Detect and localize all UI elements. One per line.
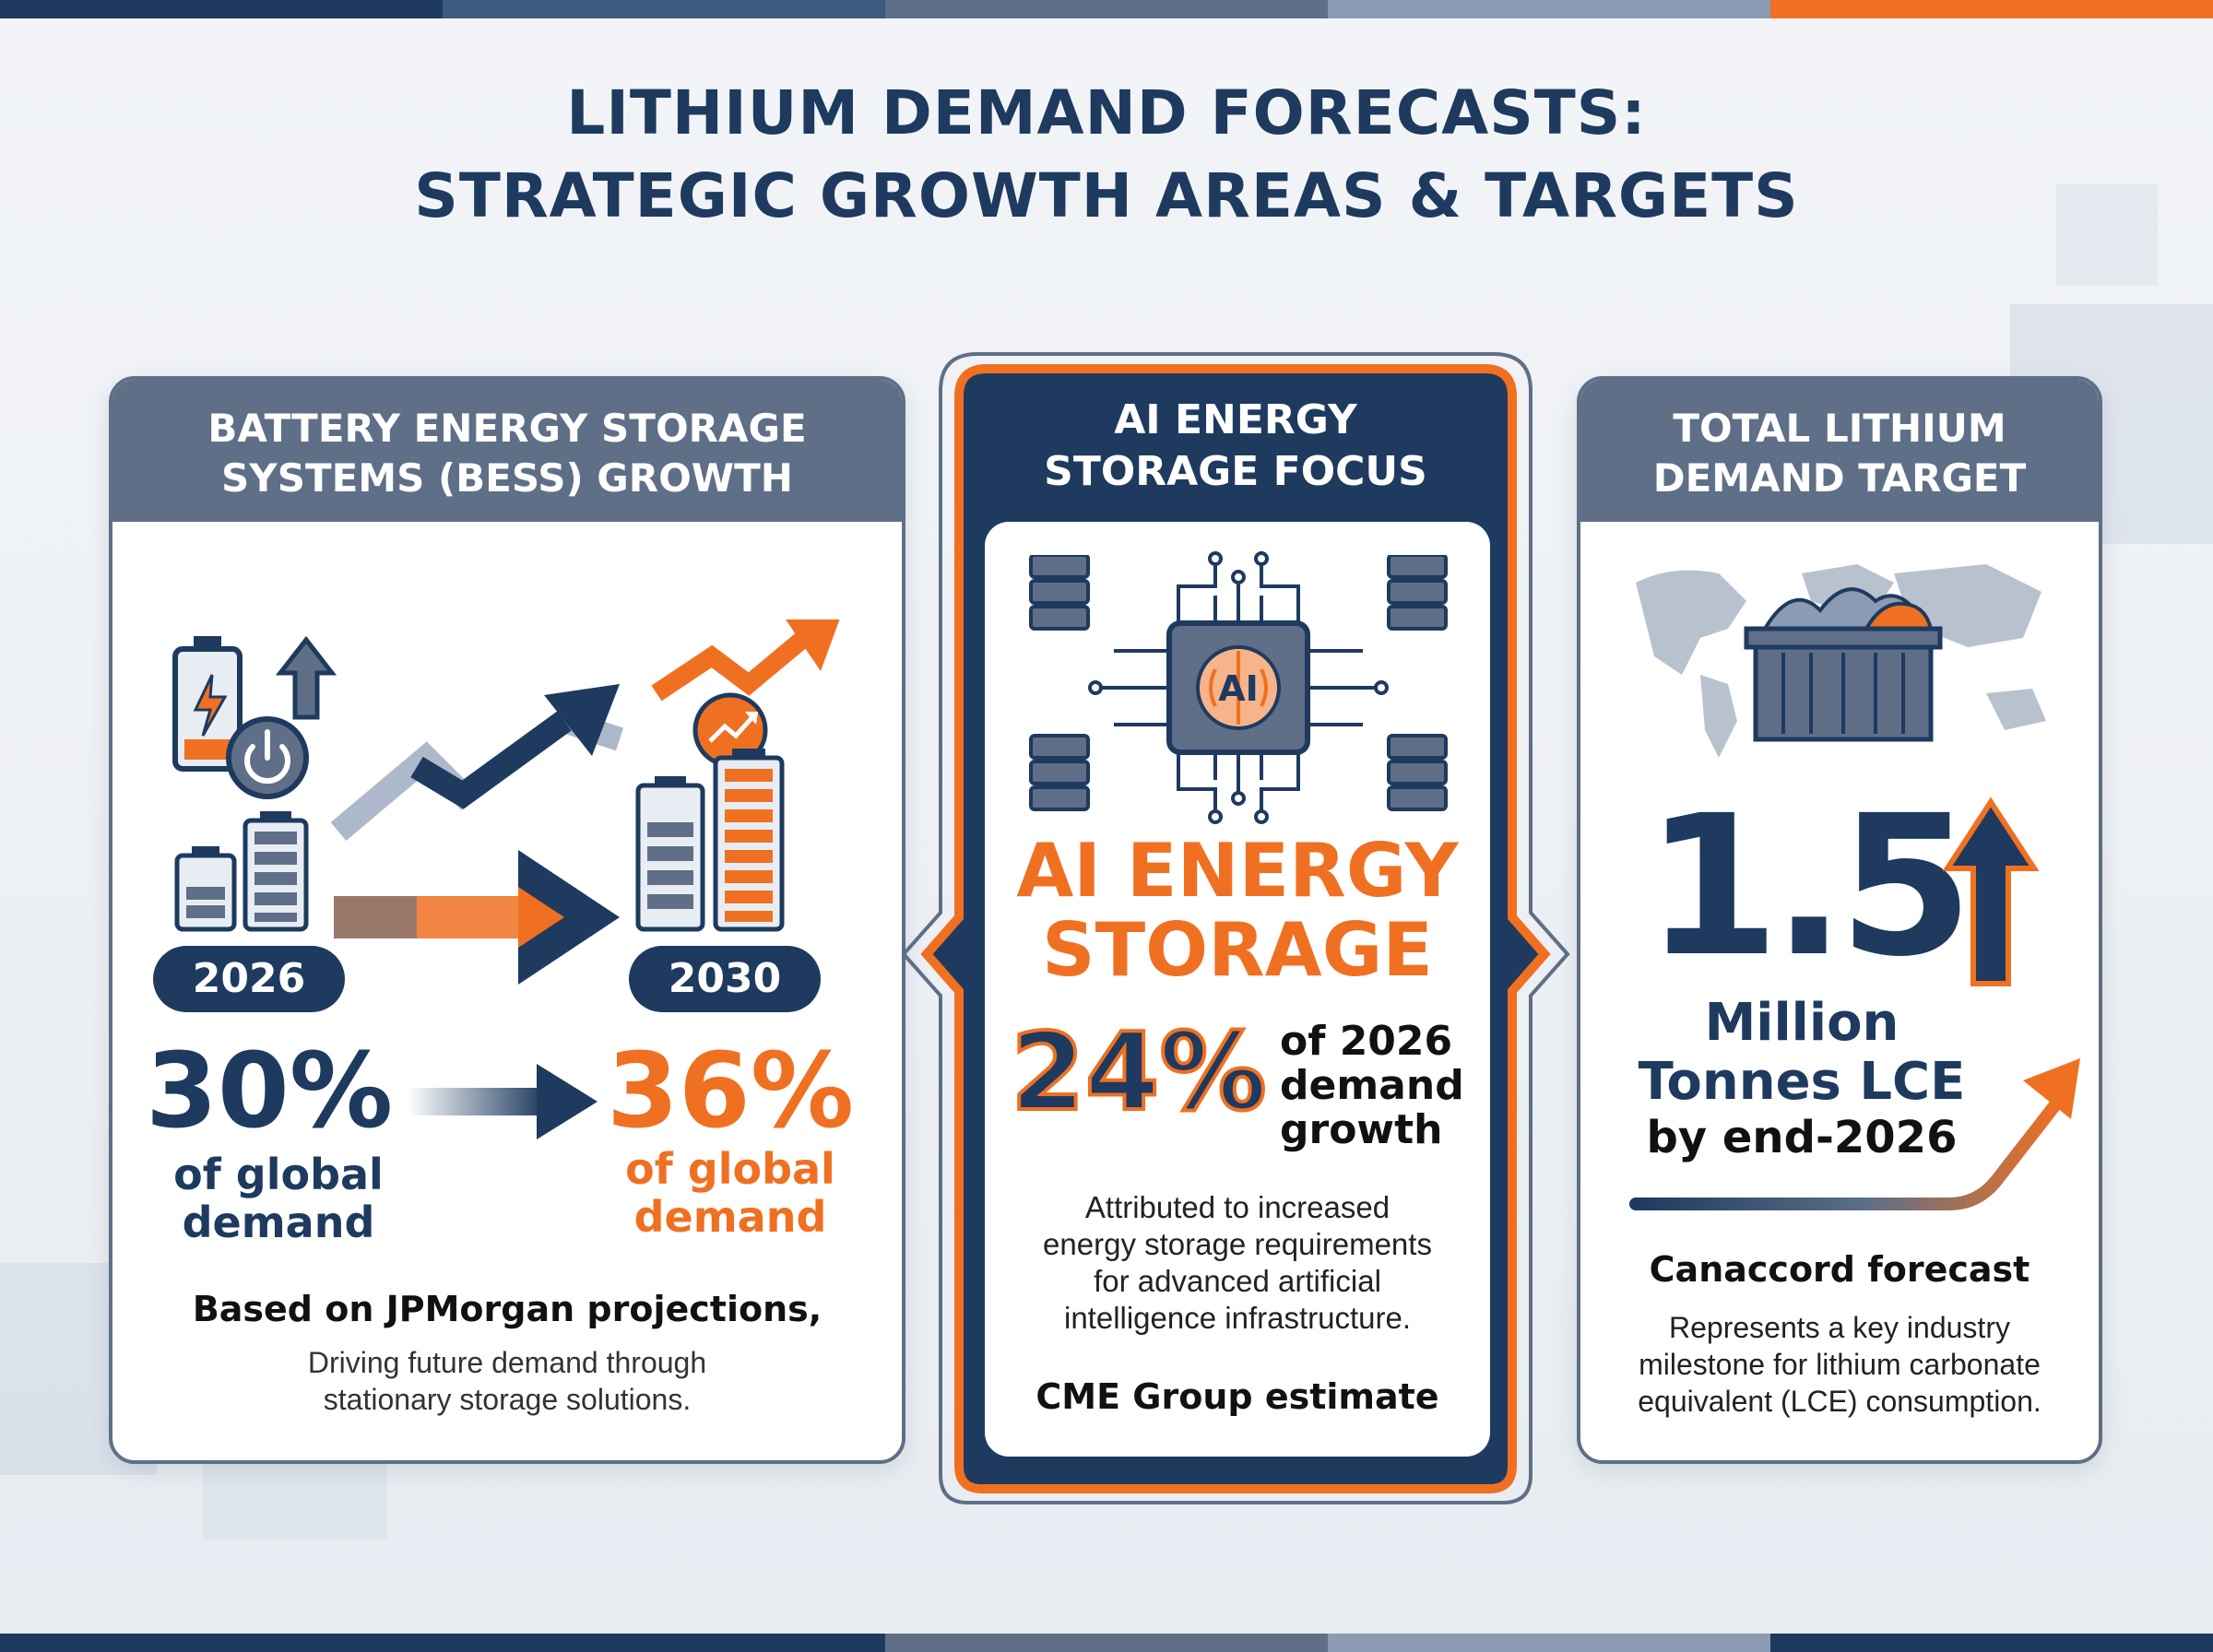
total-description-line-3: equivalent (LCE) consumption. bbox=[1638, 1385, 2041, 1418]
total-description: Represents a key industry milestone for … bbox=[1580, 1309, 2099, 1420]
bess-note: Driving future demand through stationary… bbox=[112, 1344, 902, 1418]
bess-heading: BATTERY ENERGY STORAGE SYSTEMS (BESS) GR… bbox=[112, 380, 902, 522]
ai-heading-line-1: AI ENERGY bbox=[1114, 396, 1357, 443]
battery-stack-icon bbox=[174, 811, 309, 932]
share-end-value: 36% bbox=[606, 1032, 855, 1151]
title-line-1: LITHIUM DEMAND FORECASTS: bbox=[566, 77, 1647, 148]
trend-arrow-icon bbox=[1629, 1058, 2080, 1210]
top-stripe bbox=[0, 0, 2213, 18]
battery-charging-icon bbox=[172, 636, 243, 772]
trend-up-icon bbox=[330, 620, 840, 841]
ai-description-line-3: for advanced artificial bbox=[1094, 1264, 1381, 1298]
bess-card: BATTERY ENERGY STORAGE SYSTEMS (BESS) GR… bbox=[109, 376, 905, 1464]
ai-big-title: AI ENERGY STORAGE bbox=[985, 832, 1490, 990]
bess-note-line-2: stationary storage solutions. bbox=[323, 1383, 692, 1416]
ai-percent-label-line-3: growth bbox=[1280, 1106, 1443, 1153]
total-card: TOTAL LITHIUM DEMAND TARGET 1.5 Million … bbox=[1577, 376, 2102, 1464]
bess-illustration bbox=[172, 620, 840, 985]
ai-description: Attributed to increased energy storage r… bbox=[985, 1189, 1490, 1337]
ai-heading-line-2: STORAGE FOCUS bbox=[1044, 448, 1427, 495]
year-end-pill: 2030 bbox=[629, 946, 821, 1012]
bottom-stripe bbox=[0, 1634, 2213, 1652]
bess-heading-line-1: BATTERY ENERGY STORAGE bbox=[207, 406, 807, 451]
total-heading-line-2: DEMAND TARGET bbox=[1652, 455, 2027, 501]
ai-big-title-line-1: AI ENERGY bbox=[1016, 828, 1459, 914]
ai-description-line-2: energy storage requirements bbox=[1043, 1227, 1432, 1261]
bess-note-line-1: Driving future demand through bbox=[307, 1346, 707, 1379]
share-start-label-line-1: of global bbox=[173, 1150, 384, 1199]
ai-chip-icon: AI bbox=[1088, 551, 1389, 824]
total-unit-line-1: Million bbox=[1704, 993, 1899, 1053]
page-title: LITHIUM DEMAND FORECASTS: STRATEGIC GROW… bbox=[0, 72, 2213, 238]
ai-description-line-1: Attributed to increased bbox=[1084, 1190, 1391, 1224]
bess-source: Based on JPMorgan projections, bbox=[192, 1289, 822, 1329]
ai-percent-label-line-1: of 2026 bbox=[1280, 1018, 1453, 1065]
share-end-label-line-1: of global bbox=[625, 1144, 835, 1194]
up-arrow-icon bbox=[275, 635, 337, 720]
total-unit: Million Tonnes LCE bbox=[1599, 994, 2005, 1112]
share-start-label-line-2: demand bbox=[182, 1198, 375, 1247]
ai-chip-label: AI bbox=[1218, 668, 1259, 709]
year-start-pill: 2026 bbox=[153, 946, 345, 1012]
share-start-label: of global demand bbox=[140, 1150, 417, 1246]
growth-arrow-icon bbox=[334, 850, 620, 985]
ai-description-line-4: intelligence infrastructure. bbox=[1063, 1301, 1412, 1335]
total-description-line-1: Represents a key industry bbox=[1669, 1311, 2010, 1344]
bess-heading-line-2: SYSTEMS (BESS) GROWTH bbox=[221, 455, 793, 501]
battery-stack-icon bbox=[635, 749, 785, 932]
total-value: 1.5 bbox=[1645, 773, 1973, 999]
share-end-label-line-2: demand bbox=[633, 1192, 827, 1242]
total-heading-line-1: TOTAL LITHIUM bbox=[1673, 406, 2006, 451]
total-source: Canaccord forecast bbox=[1649, 1249, 2030, 1290]
ai-big-title-line-2: STORAGE bbox=[1041, 907, 1434, 993]
total-unit-line-3: by end-2026 bbox=[1646, 1112, 1958, 1163]
ai-card: AI AI ENERGY STORAGE 24% of 2026 demand … bbox=[985, 522, 1490, 1457]
decor-square bbox=[2056, 184, 2158, 286]
share-end-label: of global demand bbox=[592, 1145, 869, 1241]
title-line-2: STRATEGIC GROWTH AREAS & TARGETS bbox=[414, 160, 1799, 231]
share-start-value: 30% bbox=[145, 1032, 394, 1151]
ai-source: CME Group estimate bbox=[1035, 1376, 1439, 1417]
ai-percent-label: of 2026 demand growth bbox=[1280, 1020, 1464, 1152]
up-arrow-icon bbox=[1942, 796, 2040, 986]
total-heading: TOTAL LITHIUM DEMAND TARGET bbox=[1580, 380, 2099, 522]
ai-heading: AI ENERGY STORAGE FOCUS bbox=[977, 395, 1494, 498]
server-icon bbox=[1029, 555, 1448, 811]
ai-percent-label-line-2: demand bbox=[1280, 1062, 1464, 1109]
ai-percent: 24% bbox=[1009, 1010, 1269, 1135]
total-description-line-2: milestone for lithium carbonate bbox=[1639, 1348, 2041, 1381]
total-unit-line-2: Tonnes LCE bbox=[1638, 1052, 1966, 1112]
container-icon bbox=[1744, 587, 1943, 742]
power-icon bbox=[226, 716, 309, 799]
share-arrow-icon bbox=[408, 1064, 598, 1139]
